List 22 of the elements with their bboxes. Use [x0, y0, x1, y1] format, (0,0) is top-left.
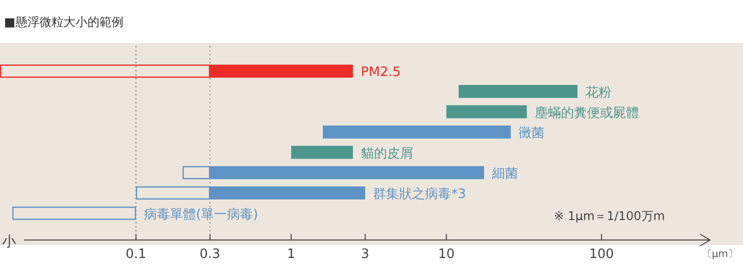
y-tick-label: PM2.5	[360, 65, 401, 80]
x-axis-title: 〔μm〕	[702, 248, 738, 260]
x-tick-label: 1	[287, 247, 296, 262]
y-tick-label: 花粉	[585, 85, 612, 100]
y-tick-label: 細菌	[491, 166, 518, 182]
x-tick-label: 3	[361, 247, 370, 262]
bar	[12, 206, 136, 220]
y-tick-label: 貓的皮屑	[360, 146, 413, 162]
chart-title: ■懸浮微粒大小的範例	[4, 15, 124, 29]
x-tick-label: 0.3	[200, 247, 220, 262]
y-tick-label: 病毒單體(單一病毒)	[144, 207, 258, 222]
y-tick-label: 群集狀之病毒*3	[373, 186, 466, 202]
x-tick-label: 10	[438, 247, 455, 262]
bar	[458, 84, 578, 98]
x-tick-label: 0.1	[126, 247, 146, 262]
annotation: ※ 1μm＝1/100万m	[554, 209, 665, 223]
bar	[446, 105, 527, 118]
y-tick-label: 塵蟎的糞便或屍體	[534, 106, 639, 121]
x-tick-label: 100	[589, 247, 614, 262]
bar	[291, 146, 353, 159]
y-tick-label: 黴菌	[518, 126, 545, 142]
annotation: 小	[2, 234, 16, 250]
